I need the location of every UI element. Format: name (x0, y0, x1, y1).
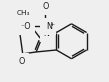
Text: +: + (50, 22, 55, 27)
Text: CH₃: CH₃ (17, 10, 30, 16)
Text: O: O (19, 57, 25, 66)
Text: O: O (42, 2, 49, 11)
Text: N: N (46, 22, 52, 31)
Text: N: N (44, 29, 50, 38)
Text: ⁻O: ⁻O (21, 22, 31, 31)
